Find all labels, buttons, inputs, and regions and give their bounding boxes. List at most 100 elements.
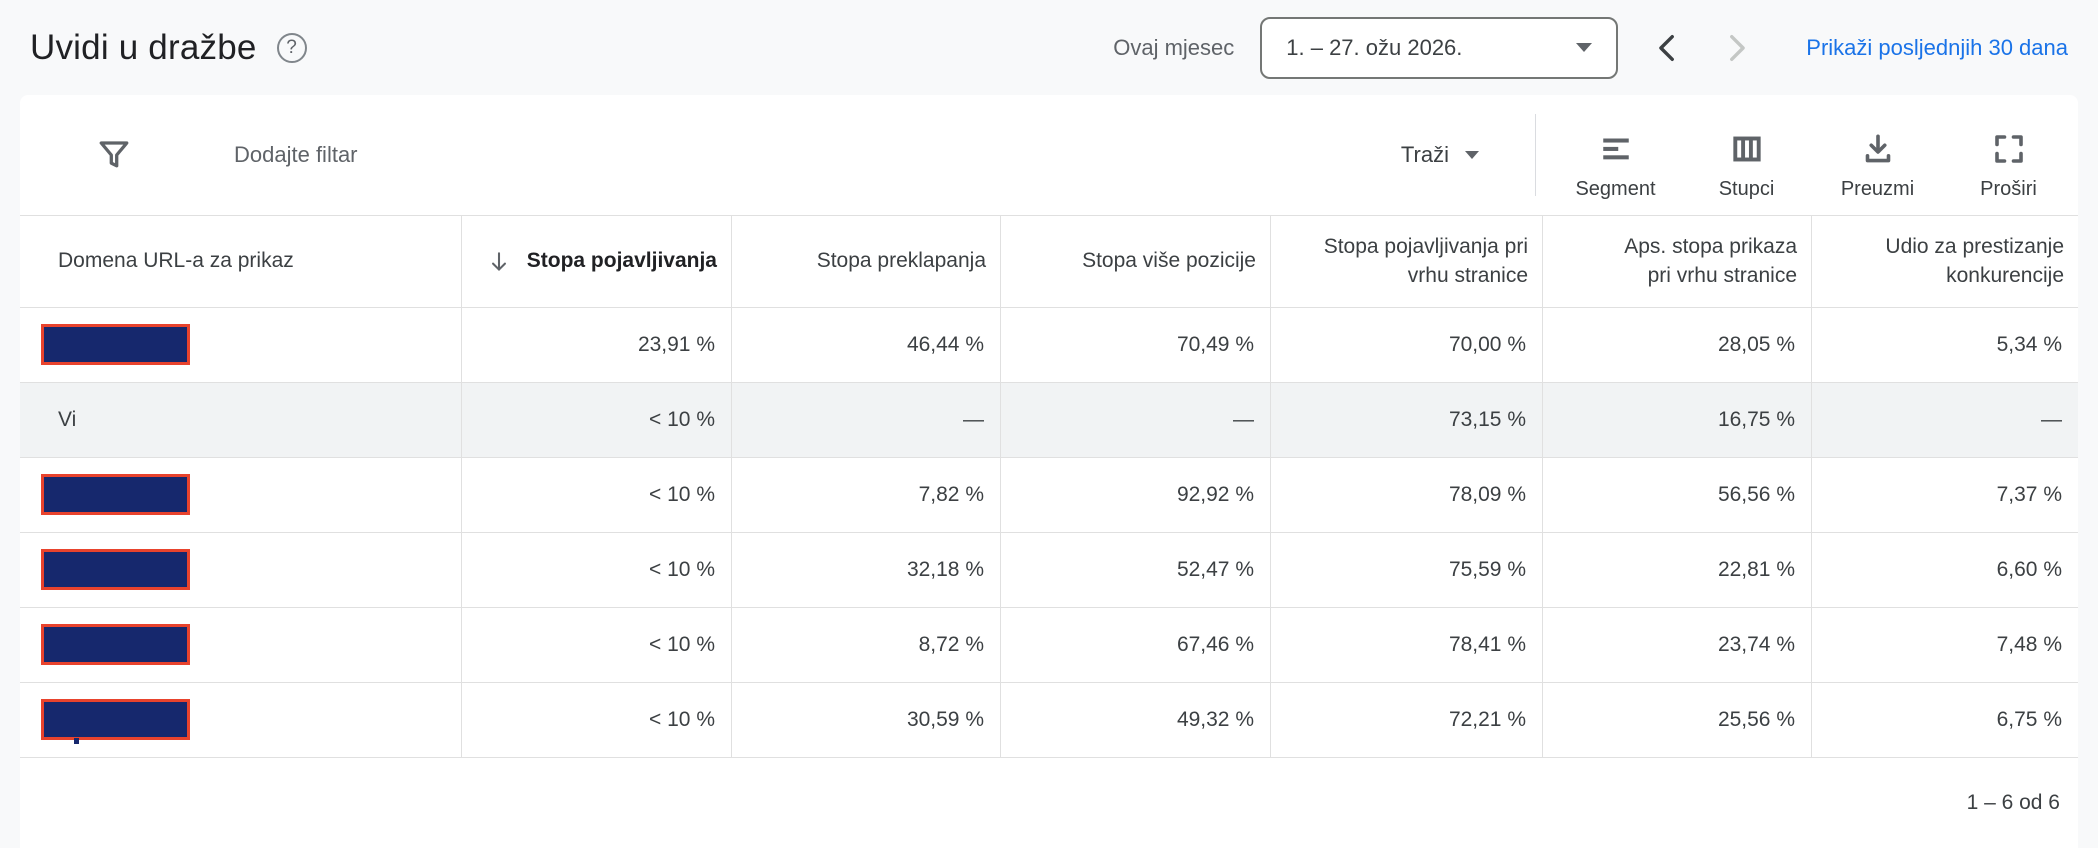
metric-cell: 70,49 % (1001, 308, 1271, 382)
table-row[interactable]: < 10 % 8,72 % 67,46 % 78,41 % 23,74 % 7,48 % (20, 608, 2078, 683)
column-header-label: Udio za prestizanje konkurencije (1885, 235, 2064, 287)
metric-cell: 7,82 % (732, 458, 1001, 532)
column-header-label: Domena URL-a za prikaz (58, 249, 294, 273)
columns-label: Stupci (1718, 177, 1775, 200)
date-range-value: 1. – 27. ožu 2026. (1286, 34, 1463, 60)
sort-descending-icon (486, 249, 512, 275)
topbar: Uvidi u dražbe ? Ovaj mjesec 1. – 27. ož… (0, 0, 2098, 95)
metric-cell: 56,56 % (1543, 458, 1812, 532)
redacted-domain-box (41, 699, 190, 744)
metric-cell: 22,81 % (1543, 533, 1812, 607)
column-header-outranking-share[interactable]: Udio za prestizanje konkurencije (1812, 216, 2078, 307)
metric-cell: 30,59 % (732, 683, 1001, 757)
column-header-overlap-rate[interactable]: Stopa preklapanja (732, 216, 1001, 307)
domain-cell (20, 533, 462, 607)
metric-cell: 6,60 % (1996, 558, 2062, 581)
metric-cell: 23,74 % (1543, 608, 1812, 682)
column-header-position-above-rate[interactable]: Stopa više pozicije (1001, 216, 1271, 307)
toolbar-left: Dodajte filtar (20, 95, 1401, 215)
auction-insights-card: Dodajte filtar Traži Segment (20, 95, 2078, 848)
metric-cell: 70,00 % (1271, 308, 1543, 382)
column-header-label: Stopa više pozicije (1082, 249, 1256, 273)
metric-cell: 78,09 % (1271, 458, 1543, 532)
toolbar-icon-buttons: Segment Stupci Preuzmi (1550, 110, 2074, 201)
table-header-row: Domena URL-a za prikaz Stopa pojavljivan… (20, 215, 2078, 308)
metric-cell: 16,75 % (1543, 383, 1812, 457)
metric-cell: 7,37 % (1996, 483, 2062, 506)
page-title: Uvidi u dražbe (30, 27, 257, 67)
table-row[interactable]: < 10 % 30,59 % 49,32 % 72,21 % 25,56 % 6,75 % (20, 683, 2078, 758)
chevron-down-icon (1465, 151, 1479, 159)
metric-cell: 32,18 % (732, 533, 1001, 607)
period-label: Ovaj mjesec (1113, 34, 1235, 60)
previous-period-button[interactable] (1646, 26, 1690, 70)
metric-cell: 49,32 % (1001, 683, 1271, 757)
table-row[interactable]: Vi < 10 % — —73,15 % 16,75 % — (20, 383, 2078, 458)
columns-icon (1729, 128, 1765, 170)
download-label: Preuzmi (1840, 177, 1915, 200)
segment-icon (1598, 128, 1634, 170)
pagination-label: 1 – 6 od 6 (1966, 791, 2060, 814)
metric-cell: < 10 % (462, 383, 732, 457)
download-icon (1860, 128, 1896, 170)
column-header-impression-share[interactable]: Stopa pojavljivanja (462, 216, 732, 307)
help-icon[interactable]: ? (276, 32, 307, 63)
metric-cell: — (1001, 383, 1271, 457)
metric-cell: 73,15 % (1271, 383, 1543, 457)
filter-funnel-icon (99, 141, 129, 168)
redacted-domain-box (41, 324, 190, 365)
metric-cell: < 10 % (462, 458, 732, 532)
search-button[interactable]: Traži (1401, 142, 1479, 168)
metric-cell: 7,48 % (1996, 633, 2062, 656)
column-header-label: Stopa pojavljivanja pri vrhu stranice (1323, 235, 1528, 287)
download-button[interactable]: Preuzmi (1812, 128, 1943, 201)
metric-cell: 5,34 % (1996, 333, 2062, 356)
table-row[interactable]: < 10 % 32,18 % 52,47 % 75,59 % 22,81 % 6,60 % (20, 533, 2078, 608)
metric-cell: 72,21 % (1271, 683, 1543, 757)
metric-cell: 75,59 % (1271, 533, 1543, 607)
toolbar-right: Traži Segment Stupci (1401, 95, 2078, 215)
metric-cell: — (732, 383, 1001, 457)
table-body: 23,91 % 46,44 % 70,49 % 70,00 % 28,05 % 5,34 … (20, 308, 2078, 758)
metric-cell: 92,92 % (1001, 458, 1271, 532)
segment-label: Segment (1575, 177, 1656, 200)
metric-cell: 23,91 % (462, 308, 732, 382)
metric-cell: < 10 % (462, 683, 732, 757)
domain-cell: Vi (20, 383, 462, 457)
metric-cell: 78,41 % (1271, 608, 1543, 682)
table-toolbar: Dodajte filtar Traži Segment (20, 95, 2078, 215)
metric-cell: 28,05 % (1543, 308, 1812, 382)
column-header-abs-top-of-page-rate[interactable]: Aps. stopa prikaza pri vrhu stranice (1543, 216, 1812, 307)
segment-button[interactable]: Segment (1550, 128, 1681, 201)
table-footer: 1 – 6 od 6 (20, 758, 2078, 848)
column-header-domain[interactable]: Domena URL-a za prikaz (20, 216, 462, 307)
expand-icon (1991, 128, 2027, 170)
chevron-down-icon (1576, 43, 1593, 52)
metric-cell: 52,47 % (1001, 533, 1271, 607)
domain-cell (20, 458, 462, 532)
next-period-button[interactable] (1714, 26, 1758, 70)
table-row[interactable]: 23,91 % 46,44 % 70,49 % 70,00 % 28,05 % 5,34 … (20, 308, 2078, 383)
metric-cell: 46,44 % (732, 308, 1001, 382)
expand-label: Proširi (1980, 177, 2037, 200)
chevron-right-icon (1730, 34, 1746, 61)
table-row[interactable]: < 10 % 7,82 % 92,92 % 78,09 % 56,56 % 7,37 % (20, 458, 2078, 533)
filter-button[interactable] (94, 135, 134, 175)
metric-cell: 67,46 % (1001, 608, 1271, 682)
chevron-left-icon (1659, 34, 1675, 61)
column-header-top-of-page-rate[interactable]: Stopa pojavljivanja pri vrhu stranice (1271, 216, 1543, 307)
columns-button[interactable]: Stupci (1681, 128, 1812, 201)
redacted-domain-box (41, 549, 190, 590)
domain-cell (20, 608, 462, 682)
search-label: Traži (1400, 142, 1449, 167)
add-filter-label[interactable]: Dodajte filtar (234, 142, 358, 167)
toolbar-divider (1535, 114, 1536, 196)
expand-button[interactable]: Proširi (1943, 128, 2074, 201)
metric-cell: < 10 % (462, 608, 732, 682)
column-header-label: Aps. stopa prikaza pri vrhu stranice (1624, 235, 1797, 287)
date-range-selector[interactable]: 1. – 27. ožu 2026. (1260, 16, 1619, 79)
domain-cell (20, 308, 462, 382)
domain-cell (20, 683, 462, 757)
metric-cell: 25,56 % (1543, 683, 1812, 757)
show-last-30-days-link[interactable]: Prikaži posljednjih 30 dana (1806, 34, 2068, 60)
